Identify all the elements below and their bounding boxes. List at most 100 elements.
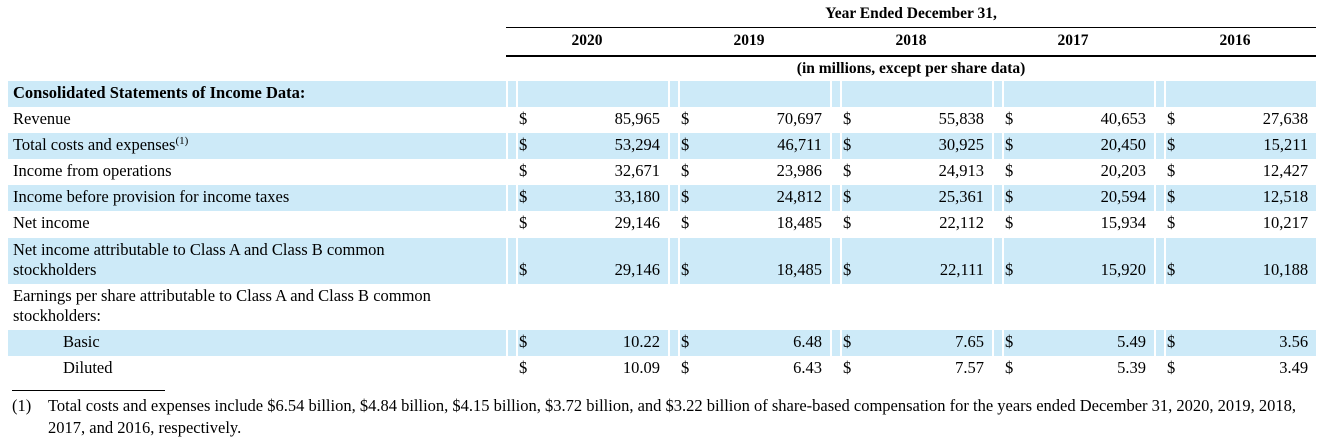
- column-gap-cell: [830, 237, 842, 284]
- currency-symbol: $: [518, 237, 540, 284]
- column-gap-cell: [668, 133, 680, 160]
- currency-symbol: $: [681, 213, 690, 233]
- cell-value: 30,925: [864, 133, 992, 160]
- column-gap-cell: [668, 211, 680, 238]
- currency-symbol: $: [680, 185, 702, 212]
- cell-value: [540, 284, 668, 330]
- currency-symbol: $: [1005, 213, 1014, 233]
- currency-symbol: $: [519, 161, 528, 181]
- currency-symbol: $: [681, 108, 690, 128]
- currency-symbol: $: [843, 108, 852, 128]
- cell-value: 20,203: [1100, 161, 1146, 181]
- currency-symbol: [680, 80, 702, 107]
- cell-value: 46,711: [702, 133, 830, 160]
- currency-symbol: [1004, 284, 1026, 330]
- currency-symbol: $: [1005, 358, 1014, 378]
- column-gap-cell: [506, 133, 518, 160]
- column-gap-cell: [1154, 80, 1166, 107]
- cell-value: 10.09: [622, 358, 660, 378]
- column-gap-cell: [668, 356, 680, 383]
- income-data-table: Year Ended December 31, 2020 2019 2018 2…: [8, 2, 1317, 383]
- footnote-separator: [12, 390, 165, 392]
- currency-symbol: [1166, 284, 1188, 330]
- cell-value: 15,920: [1026, 237, 1154, 284]
- currency-symbol: $: [680, 330, 702, 357]
- column-gap-cell: [992, 330, 1004, 357]
- row-label-text: Net income: [13, 213, 90, 233]
- currency-symbol: $: [680, 237, 702, 284]
- currency-symbol: $: [1167, 358, 1176, 378]
- cell-value: 27,638: [1262, 108, 1309, 128]
- cell-value: 29,146: [540, 237, 668, 284]
- column-gap-cell: [1154, 283, 1166, 331]
- cell-value: 22,112: [939, 213, 984, 233]
- column-gap-cell: [830, 185, 842, 212]
- currency-symbol: $: [518, 185, 540, 212]
- cell-value: 18,485: [702, 237, 830, 284]
- cell-value: 33,180: [540, 185, 668, 212]
- cell-value: 10.22: [540, 330, 668, 357]
- cell-value: [702, 80, 830, 107]
- column-gap-cell: [830, 283, 842, 331]
- currency-symbol: $: [1166, 237, 1188, 284]
- header-spacer-cell: [8, 57, 506, 81]
- column-gap-cell: [506, 237, 518, 284]
- column-gap-cell: [506, 159, 518, 186]
- currency-symbol: $: [842, 185, 864, 212]
- column-gap-cell: [1154, 159, 1166, 186]
- currency-symbol: $: [843, 161, 852, 181]
- cell-value: 32,671: [614, 161, 660, 181]
- row-label: Total costs and expenses(1): [8, 133, 506, 160]
- row-label-text: Earnings per share attributable to Class…: [13, 285, 431, 325]
- row-label: Net income: [8, 211, 506, 237]
- cell-value: 55,838: [938, 108, 984, 128]
- cell-value: [1188, 80, 1317, 107]
- row-label-text: Consolidated Statements of Income Data:: [13, 82, 306, 102]
- column-gap-cell: [830, 133, 842, 160]
- cell-value: 6.48: [702, 330, 830, 357]
- column-gap-cell: [992, 106, 1004, 134]
- currency-symbol: $: [1166, 330, 1188, 357]
- currency-symbol: $: [519, 213, 528, 233]
- cell-value: [864, 284, 992, 330]
- column-gap-cell: [830, 356, 842, 383]
- year-column-header: 2020: [506, 28, 668, 57]
- column-gap-cell: [668, 330, 680, 357]
- column-gap-cell: [830, 330, 842, 357]
- period-group-title: Year Ended December 31,: [506, 2, 1317, 28]
- column-gap-cell: [1154, 133, 1166, 160]
- column-gap-cell: [668, 80, 680, 107]
- cell-value: 24,913: [938, 161, 984, 181]
- column-gap-cell: [506, 80, 518, 107]
- period-title-row: Year Ended December 31,: [8, 2, 1317, 28]
- cell-value: [540, 80, 668, 107]
- currency-symbol: $: [519, 358, 528, 378]
- currency-symbol: $: [843, 358, 852, 378]
- column-gap-cell: [1154, 237, 1166, 284]
- row-label-text: Diluted: [63, 358, 113, 378]
- units-note: (in millions, except per share data): [796, 59, 1026, 77]
- cell-value: [1026, 284, 1154, 330]
- currency-symbol: [518, 284, 540, 330]
- currency-symbol: $: [681, 161, 690, 181]
- column-gap-cell: [992, 185, 1004, 212]
- currency-symbol: $: [1004, 330, 1026, 357]
- cell-value: 22,111: [864, 237, 992, 284]
- row-label: Diluted: [8, 356, 506, 382]
- column-gap-cell: [992, 356, 1004, 383]
- table-row: Consolidated Statements of Income Data:: [8, 80, 1317, 107]
- cell-value: 3.49: [1279, 358, 1309, 378]
- footnote-text: Total costs and expenses include $6.54 b…: [48, 396, 1297, 438]
- currency-symbol: $: [1167, 108, 1176, 128]
- table-row: Net income attributable to Class A and C…: [8, 237, 1317, 284]
- currency-symbol: $: [519, 108, 528, 128]
- column-gap-cell: [668, 159, 680, 186]
- year-column-header: 2017: [992, 28, 1154, 57]
- table-row: Income from operations $32,671 $23,986 $24,…: [8, 159, 1316, 186]
- cell-value: 20,594: [1026, 185, 1154, 212]
- row-label: Revenue: [8, 107, 506, 133]
- currency-symbol: $: [1005, 108, 1014, 128]
- column-gap-cell: [830, 106, 842, 134]
- currency-symbol: [518, 80, 540, 107]
